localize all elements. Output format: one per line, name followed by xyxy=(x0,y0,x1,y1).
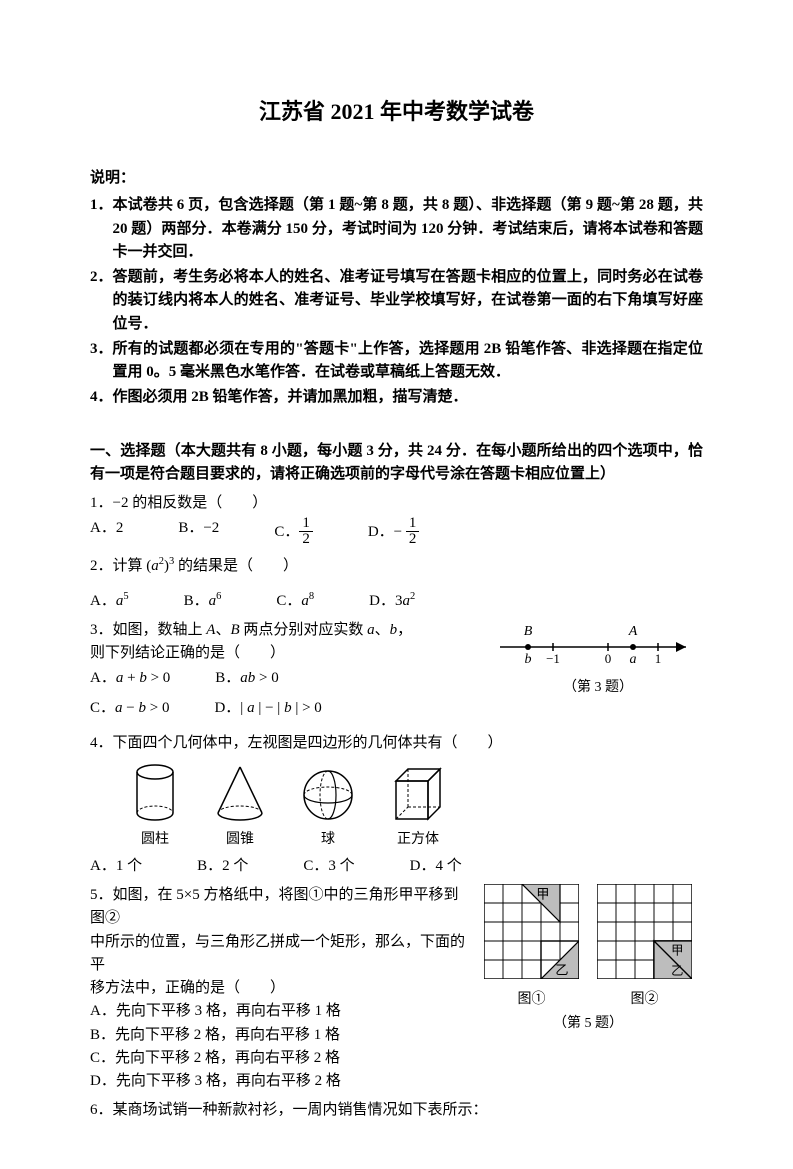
question-4: 4．下面四个几何体中，左视图是四边形的几何体共有（ ） 圆柱 xyxy=(90,732,703,878)
q1-options: A．2 B．−2 C．12 D．− 12 xyxy=(90,517,703,548)
svg-text:a: a xyxy=(630,652,637,667)
q1-opt-d: D．− 12 xyxy=(368,517,420,548)
instructions-list: 1．本试卷共 6 页，包含选择题（第 1 题~第 8 题，共 8 题）、非选择题… xyxy=(90,194,703,409)
q3-opt-d: D．| a | − | b | > 0 xyxy=(214,697,321,720)
q2-opt-d: D．3a2 xyxy=(369,589,415,613)
svg-text:b: b xyxy=(525,652,532,667)
q3-left: 3．如图，数轴上 A、B 两点分别对应实数 a、b， 则下列结论正确的是（ ） … xyxy=(90,619,493,726)
q5-figure: 甲 乙 图① xyxy=(473,884,703,1093)
instr-text: 作图必须用 2B 铅笔作答，并请加黑加粗，描写清楚． xyxy=(113,386,703,409)
fraction-icon: 12 xyxy=(406,516,420,547)
q3-options-row1: A．a + b > 0 B．ab > 0 xyxy=(90,667,485,690)
instructions-label: 说明： xyxy=(90,167,703,190)
q5-opt-a: A．先向下平移 3 格，再向右平移 1 格 xyxy=(90,1000,465,1023)
sphere-icon xyxy=(300,763,356,825)
q4-opt-c: C．3 个 xyxy=(303,855,354,878)
q3-opt-b: B．ab > 0 xyxy=(215,667,278,690)
q1-opt-b: B．−2 xyxy=(178,517,219,548)
exam-page: 江苏省 2021 年中考数学试卷 说明： 1．本试卷共 6 页，包含选择题（第 … xyxy=(0,0,793,1169)
q5-stem: 5．如图，在 5×5 方格纸中，将图①中的三角形甲平移到图② 中所示的位置，与三… xyxy=(90,884,465,1000)
cube-icon xyxy=(388,763,448,825)
q2-opt-a: A．a5 xyxy=(90,589,129,613)
instr-num: 4． xyxy=(90,386,113,409)
q5-left: 5．如图，在 5×5 方格纸中，将图①中的三角形甲平移到图② 中所示的位置，与三… xyxy=(90,884,473,1093)
shape-label: 正方体 xyxy=(388,829,448,851)
q2-opt-c: C．a8 xyxy=(276,589,314,613)
svg-text:乙: 乙 xyxy=(671,964,683,978)
q1-opt-a: A．2 xyxy=(90,517,123,548)
q1-stem: 1．−2 的相反数是（ ） xyxy=(90,492,703,515)
q3-figure: B A b −1 0 a 1 （第 3 题） xyxy=(493,619,703,726)
q5-figcap1: 图① xyxy=(484,989,579,1011)
q4-opt-d: D．4 个 xyxy=(410,855,462,878)
shape-label: 圆锥 xyxy=(212,829,268,851)
q4-opt-b: B．2 个 xyxy=(197,855,248,878)
q1-opt-c: C．12 xyxy=(274,517,313,548)
svg-text:甲: 甲 xyxy=(671,943,683,957)
question-6: 6．某商场试销一种新款衬衫，一周内销售情况如下表所示： xyxy=(90,1099,703,1122)
q5-figcap2: 图② xyxy=(597,989,692,1011)
shape-cube: 正方体 xyxy=(388,763,448,851)
instr-num: 3． xyxy=(90,338,113,385)
q3-options-row2: C．a − b > 0 D．| a | − | b | > 0 xyxy=(90,697,485,720)
instruction-item: 3．所有的试题都必须在专用的"答题卡"上作答，选择题用 2B 铅笔作答、非选择题… xyxy=(90,338,703,385)
svg-text:A: A xyxy=(628,624,638,639)
q4-stem: 4．下面四个几何体中，左视图是四边形的几何体共有（ ） xyxy=(90,732,703,755)
grid-1-icon: 甲 乙 xyxy=(484,884,579,979)
cone-icon xyxy=(212,763,268,825)
q3-stem: 3．如图，数轴上 A、B 两点分别对应实数 a、b， 则下列结论正确的是（ ） xyxy=(90,619,485,666)
q4-shapes: 圆柱 圆锥 球 xyxy=(130,763,703,851)
q2-stem: 2．计算 (a2)3 的结果是（ ） xyxy=(90,554,703,578)
q5-opt-c: C．先向下平移 2 格，再向右平移 2 格 xyxy=(90,1047,465,1070)
q3-opt-c: C．a − b > 0 xyxy=(90,697,169,720)
instr-text: 本试卷共 6 页，包含选择题（第 1 题~第 8 题，共 8 题）、非选择题（第… xyxy=(113,194,703,264)
shape-label: 球 xyxy=(300,829,356,851)
shape-label: 圆柱 xyxy=(130,829,180,851)
q5-figcap-main: （第 5 题） xyxy=(473,1013,703,1035)
page-title: 江苏省 2021 年中考数学试卷 xyxy=(90,95,703,129)
svg-text:B: B xyxy=(524,624,533,639)
svg-text:−1: −1 xyxy=(546,651,560,666)
q5-opt-b: B．先向下平移 2 格，再向右平移 1 格 xyxy=(90,1024,465,1047)
q4-options: A．1 个 B．2 个 C．3 个 D．4 个 xyxy=(90,855,703,878)
question-3: 3．如图，数轴上 A、B 两点分别对应实数 a、b， 则下列结论正确的是（ ） … xyxy=(90,619,703,726)
shape-cone: 圆锥 xyxy=(212,763,268,851)
q3-figcap: （第 3 题） xyxy=(493,677,703,699)
cylinder-icon xyxy=(130,763,180,825)
instruction-item: 1．本试卷共 6 页，包含选择题（第 1 题~第 8 题，共 8 题）、非选择题… xyxy=(90,194,703,264)
shape-cylinder: 圆柱 xyxy=(130,763,180,851)
q2-options: A．a5 B．a6 C．a8 D．3a2 xyxy=(90,589,703,613)
svg-text:甲: 甲 xyxy=(536,886,549,901)
grid-2-icon: 甲 乙 xyxy=(597,884,692,979)
q4-opt-a: A．1 个 xyxy=(90,855,142,878)
svg-text:0: 0 xyxy=(605,651,612,666)
q3-opt-a: A．a + b > 0 xyxy=(90,667,170,690)
instruction-item: 2．答题前，考生务必将本人的姓名、准考证号填写在答题卡相应的位置上，同时务必在试… xyxy=(90,266,703,336)
svg-text:1: 1 xyxy=(655,651,662,666)
instr-text: 答题前，考生务必将本人的姓名、准考证号填写在答题卡相应的位置上，同时务必在试卷的… xyxy=(113,266,703,336)
question-2: 2．计算 (a2)3 的结果是（ ） A．a5 B．a6 C．a8 D．3a2 xyxy=(90,554,703,613)
instruction-item: 4．作图必须用 2B 铅笔作答，并请加黑加粗，描写清楚． xyxy=(90,386,703,409)
instr-num: 2． xyxy=(90,266,113,336)
svg-text:乙: 乙 xyxy=(555,962,568,977)
number-line-icon: B A b −1 0 a 1 xyxy=(498,619,698,667)
instr-num: 1． xyxy=(90,194,113,264)
q2-opt-b: B．a6 xyxy=(184,589,222,613)
q5-opt-d: D．先向下平移 3 格，再向右平移 2 格 xyxy=(90,1070,465,1093)
shape-sphere: 球 xyxy=(300,763,356,851)
q6-stem: 6．某商场试销一种新款衬衫，一周内销售情况如下表所示： xyxy=(90,1099,703,1122)
question-5: 5．如图，在 5×5 方格纸中，将图①中的三角形甲平移到图② 中所示的位置，与三… xyxy=(90,884,703,1093)
instr-text: 所有的试题都必须在专用的"答题卡"上作答，选择题用 2B 铅笔作答、非选择题在指… xyxy=(113,338,703,385)
fraction-icon: 12 xyxy=(299,516,313,547)
section-1-heading: 一、选择题（本大题共有 8 小题，每小题 3 分，共 24 分．在每小题所给出的… xyxy=(90,440,703,487)
question-1: 1．−2 的相反数是（ ） A．2 B．−2 C．12 D．− 12 xyxy=(90,492,703,548)
